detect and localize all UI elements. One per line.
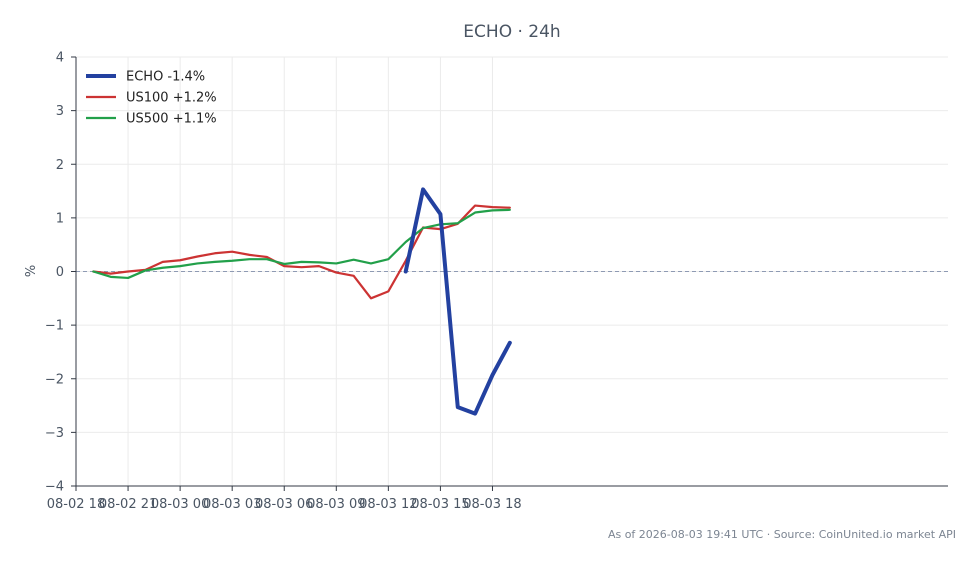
x-tick-label: 08-03 00: [151, 497, 209, 512]
legend-label: US100 +1.2%: [126, 91, 217, 106]
series-lines: [92, 187, 512, 416]
y-tick-label: 3: [56, 104, 64, 119]
x-tick-label: 08-03 18: [463, 497, 521, 512]
y-tick-label: 2: [56, 158, 64, 173]
source-footer: As of 2026-08-03 19:41 UTC · Source: Coi…: [608, 528, 956, 541]
y-tick-label: −3: [45, 426, 64, 441]
y-tick-label: −2: [45, 372, 64, 387]
x-tick-label: 08-03 12: [359, 497, 417, 512]
legend-label: ECHO -1.4%: [126, 70, 205, 85]
x-tick-label: 08-02 18: [47, 497, 105, 512]
y-tick-label: 0: [56, 265, 64, 280]
x-tick-label: 08-03 15: [411, 497, 469, 512]
series-line-echo: [403, 187, 512, 416]
x-tick-label: 08-03 03: [203, 497, 261, 512]
y-tick-label: −1: [45, 319, 64, 334]
chart-title: ECHO · 24h: [463, 22, 560, 42]
y-tick-label: 4: [56, 51, 64, 66]
y-tick-label: 1: [56, 211, 64, 226]
x-tick-label: 08-03 06: [255, 497, 313, 512]
x-tick-label: 08-03 09: [307, 497, 365, 512]
legend-label: US500 +1.1%: [126, 112, 217, 127]
y-tick-label: −4: [45, 480, 64, 495]
x-tick-label: 08-02 21: [99, 497, 157, 512]
y-axis-label: %: [24, 265, 39, 277]
legend: ECHO -1.4% US100 +1.2% US500 +1.1%: [86, 70, 217, 127]
